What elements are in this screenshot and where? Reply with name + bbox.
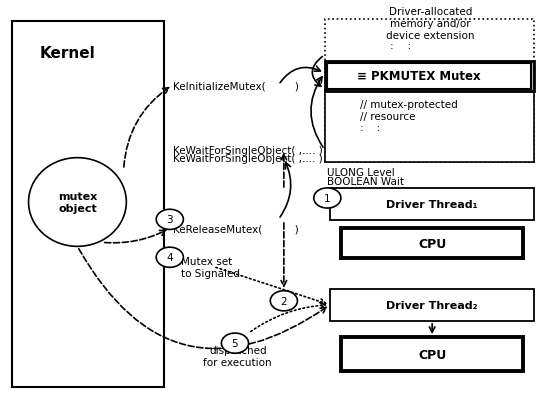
Bar <box>330 289 534 321</box>
Text: Driver Thread₂: Driver Thread₂ <box>387 300 478 310</box>
Bar <box>341 337 523 371</box>
Bar <box>327 64 531 90</box>
Text: 1: 1 <box>324 194 331 203</box>
Text: CPU: CPU <box>418 237 446 250</box>
Circle shape <box>221 333 248 353</box>
Circle shape <box>156 247 183 268</box>
Text: // mutex-protected
// resource
:    :: // mutex-protected // resource : : <box>360 100 458 133</box>
Circle shape <box>270 291 298 311</box>
Text: CPU: CPU <box>418 348 446 361</box>
Text: KeInitializeMutex(         ): KeInitializeMutex( ) <box>173 81 298 91</box>
Text: :    :: : : <box>390 40 411 51</box>
Text: KeReleaseMutex(          ): KeReleaseMutex( ) <box>173 224 298 234</box>
Text: BOOLEAN Wait: BOOLEAN Wait <box>327 176 405 186</box>
Text: Kernel: Kernel <box>39 46 95 61</box>
Text: Mutex set
to Signaled: Mutex set to Signaled <box>181 257 240 278</box>
Text: 5: 5 <box>232 338 238 348</box>
Bar <box>330 188 534 221</box>
Text: KeWaitForSingleObject( ,.... ): KeWaitForSingleObject( ,.... ) <box>173 145 322 155</box>
Text: ULONG Level: ULONG Level <box>327 167 395 177</box>
Text: KeWaitForSingleObject( ,.... ): KeWaitForSingleObject( ,.... ) <box>173 154 322 164</box>
Text: Driver-allocated
memory and/or
device extension: Driver-allocated memory and/or device ex… <box>386 7 475 40</box>
Text: dispatched
for execution: dispatched for execution <box>203 345 272 367</box>
Circle shape <box>156 210 183 230</box>
Text: Driver Thread₁: Driver Thread₁ <box>387 200 478 209</box>
Bar <box>325 92 534 162</box>
Circle shape <box>314 188 341 209</box>
Text: mutex
object: mutex object <box>58 192 97 213</box>
Text: ≡ PKMUTEX Mutex: ≡ PKMUTEX Mutex <box>357 70 481 83</box>
Bar <box>341 229 523 259</box>
Bar <box>12 21 164 388</box>
Text: 4: 4 <box>167 253 173 262</box>
Bar <box>325 62 534 92</box>
Text: 2: 2 <box>281 296 287 306</box>
Bar <box>325 19 534 162</box>
Text: 3: 3 <box>167 215 173 225</box>
